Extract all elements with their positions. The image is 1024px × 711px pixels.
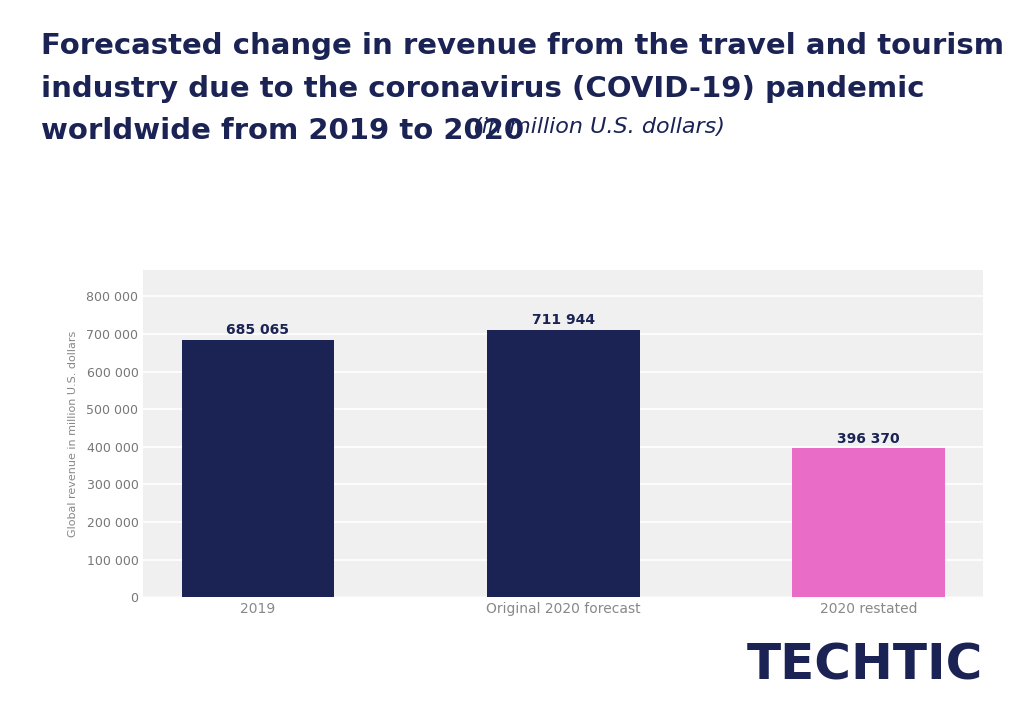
Text: 396 370: 396 370 — [838, 432, 900, 446]
Text: 711 944: 711 944 — [531, 313, 595, 327]
Text: TECHTIC: TECHTIC — [746, 641, 983, 690]
Text: industry due to the coronavirus (COVID-19) pandemic: industry due to the coronavirus (COVID-1… — [41, 75, 925, 102]
Text: (in million U.S. dollars): (in million U.S. dollars) — [466, 117, 725, 137]
Y-axis label: Global revenue in million U.S. dollars: Global revenue in million U.S. dollars — [69, 331, 78, 537]
Text: Forecasted change in revenue from the travel and tourism: Forecasted change in revenue from the tr… — [41, 32, 1004, 60]
Bar — [793, 448, 945, 597]
Bar — [181, 340, 334, 597]
Text: 685 065: 685 065 — [226, 323, 290, 337]
Bar — [486, 330, 640, 597]
Text: worldwide from 2019 to 2020: worldwide from 2019 to 2020 — [41, 117, 524, 145]
